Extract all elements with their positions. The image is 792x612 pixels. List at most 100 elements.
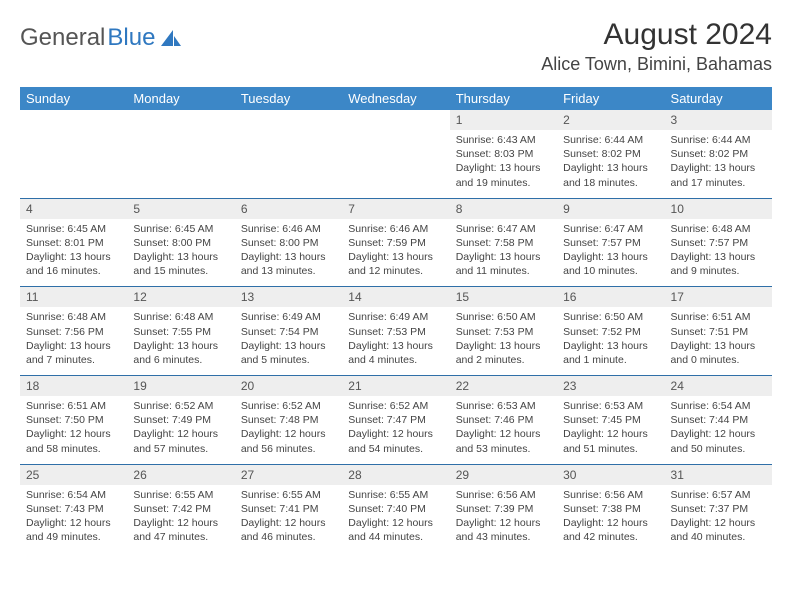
sunset-line: Sunset: 8:03 PM [456, 147, 551, 161]
day-number: 22 [450, 375, 557, 396]
sunset-line: Sunset: 7:41 PM [241, 502, 336, 516]
sunrise-line: Sunrise: 6:44 AM [563, 133, 658, 147]
calendar-cell: 20Sunrise: 6:52 AMSunset: 7:48 PMDayligh… [235, 375, 342, 464]
day-number: 3 [665, 110, 772, 130]
sunrise-line: Sunrise: 6:55 AM [241, 488, 336, 502]
location-subtitle: Alice Town, Bimini, Bahamas [541, 54, 772, 75]
sunset-line: Sunset: 7:39 PM [456, 502, 551, 516]
day-details: Sunrise: 6:48 AMSunset: 7:55 PMDaylight:… [127, 307, 234, 375]
calendar-cell: 27Sunrise: 6:55 AMSunset: 7:41 PMDayligh… [235, 464, 342, 553]
day-number: 20 [235, 375, 342, 396]
daylight-line: Daylight: 12 hours and 46 minutes. [241, 516, 336, 544]
day-details: Sunrise: 6:48 AMSunset: 7:56 PMDaylight:… [20, 307, 127, 375]
day-number: 1 [450, 110, 557, 130]
day-number: 11 [20, 286, 127, 307]
sunrise-line: Sunrise: 6:43 AM [456, 133, 551, 147]
daylight-line: Daylight: 13 hours and 7 minutes. [26, 339, 121, 367]
sunrise-line: Sunrise: 6:52 AM [241, 399, 336, 413]
calendar-cell: 12Sunrise: 6:48 AMSunset: 7:55 PMDayligh… [127, 286, 234, 375]
sunrise-line: Sunrise: 6:48 AM [26, 310, 121, 324]
day-number: 19 [127, 375, 234, 396]
title-block: August 2024 Alice Town, Bimini, Bahamas [541, 18, 772, 75]
sunrise-line: Sunrise: 6:47 AM [563, 222, 658, 236]
day-details: Sunrise: 6:55 AMSunset: 7:41 PMDaylight:… [235, 485, 342, 553]
day-header-row: Sunday Monday Tuesday Wednesday Thursday… [20, 87, 772, 110]
calendar-cell: 6Sunrise: 6:46 AMSunset: 8:00 PMDaylight… [235, 198, 342, 287]
col-sunday: Sunday [20, 87, 127, 110]
daylight-line: Daylight: 13 hours and 17 minutes. [671, 161, 766, 189]
sunrise-line: Sunrise: 6:49 AM [241, 310, 336, 324]
col-tuesday: Tuesday [235, 87, 342, 110]
sunset-line: Sunset: 7:50 PM [26, 413, 121, 427]
sunset-line: Sunset: 7:51 PM [671, 325, 766, 339]
calendar-cell: 7Sunrise: 6:46 AMSunset: 7:59 PMDaylight… [342, 198, 449, 287]
page-header: GeneralBlue August 2024 Alice Town, Bimi… [20, 18, 772, 75]
daylight-line: Daylight: 12 hours and 49 minutes. [26, 516, 121, 544]
sunset-line: Sunset: 7:42 PM [133, 502, 228, 516]
sunset-line: Sunset: 7:44 PM [671, 413, 766, 427]
calendar-cell: 3Sunrise: 6:44 AMSunset: 8:02 PMDaylight… [665, 110, 772, 198]
daylight-line: Daylight: 12 hours and 47 minutes. [133, 516, 228, 544]
daylight-line: Daylight: 12 hours and 40 minutes. [671, 516, 766, 544]
calendar-cell: 17Sunrise: 6:51 AMSunset: 7:51 PMDayligh… [665, 286, 772, 375]
daylight-line: Daylight: 13 hours and 9 minutes. [671, 250, 766, 278]
daylight-line: Daylight: 12 hours and 43 minutes. [456, 516, 551, 544]
col-wednesday: Wednesday [342, 87, 449, 110]
daylight-line: Daylight: 13 hours and 15 minutes. [133, 250, 228, 278]
sunrise-line: Sunrise: 6:51 AM [671, 310, 766, 324]
sunrise-line: Sunrise: 6:55 AM [133, 488, 228, 502]
calendar-row: 1Sunrise: 6:43 AMSunset: 8:03 PMDaylight… [20, 110, 772, 198]
sunset-line: Sunset: 7:45 PM [563, 413, 658, 427]
sunset-line: Sunset: 7:47 PM [348, 413, 443, 427]
day-number: 25 [20, 464, 127, 485]
sunrise-line: Sunrise: 6:47 AM [456, 222, 551, 236]
day-number: 7 [342, 198, 449, 219]
day-details: Sunrise: 6:47 AMSunset: 7:57 PMDaylight:… [557, 219, 664, 287]
day-number: 14 [342, 286, 449, 307]
sunset-line: Sunset: 8:01 PM [26, 236, 121, 250]
sunset-line: Sunset: 7:38 PM [563, 502, 658, 516]
day-details: Sunrise: 6:49 AMSunset: 7:53 PMDaylight:… [342, 307, 449, 375]
sunset-line: Sunset: 7:53 PM [348, 325, 443, 339]
day-number: 5 [127, 198, 234, 219]
day-details: Sunrise: 6:53 AMSunset: 7:46 PMDaylight:… [450, 396, 557, 464]
sunrise-line: Sunrise: 6:51 AM [26, 399, 121, 413]
sunrise-line: Sunrise: 6:56 AM [456, 488, 551, 502]
sunrise-line: Sunrise: 6:50 AM [456, 310, 551, 324]
day-details: Sunrise: 6:43 AMSunset: 8:03 PMDaylight:… [450, 130, 557, 198]
sunset-line: Sunset: 7:48 PM [241, 413, 336, 427]
day-details: Sunrise: 6:45 AMSunset: 8:01 PMDaylight:… [20, 219, 127, 287]
day-number: 23 [557, 375, 664, 396]
day-details: Sunrise: 6:45 AMSunset: 8:00 PMDaylight:… [127, 219, 234, 287]
daylight-line: Daylight: 13 hours and 2 minutes. [456, 339, 551, 367]
month-title: August 2024 [541, 18, 772, 52]
calendar-cell: 23Sunrise: 6:53 AMSunset: 7:45 PMDayligh… [557, 375, 664, 464]
col-saturday: Saturday [665, 87, 772, 110]
daylight-line: Daylight: 13 hours and 6 minutes. [133, 339, 228, 367]
day-details: Sunrise: 6:49 AMSunset: 7:54 PMDaylight:… [235, 307, 342, 375]
day-details: Sunrise: 6:56 AMSunset: 7:39 PMDaylight:… [450, 485, 557, 553]
calendar-row: 18Sunrise: 6:51 AMSunset: 7:50 PMDayligh… [20, 375, 772, 464]
calendar-cell: 5Sunrise: 6:45 AMSunset: 8:00 PMDaylight… [127, 198, 234, 287]
sunset-line: Sunset: 7:56 PM [26, 325, 121, 339]
day-number: 29 [450, 464, 557, 485]
sunset-line: Sunset: 7:40 PM [348, 502, 443, 516]
daylight-line: Daylight: 12 hours and 53 minutes. [456, 427, 551, 455]
day-number: 13 [235, 286, 342, 307]
sunset-line: Sunset: 8:00 PM [133, 236, 228, 250]
sunrise-line: Sunrise: 6:48 AM [133, 310, 228, 324]
day-number: 21 [342, 375, 449, 396]
calendar-cell: 24Sunrise: 6:54 AMSunset: 7:44 PMDayligh… [665, 375, 772, 464]
calendar-row: 25Sunrise: 6:54 AMSunset: 7:43 PMDayligh… [20, 464, 772, 553]
calendar-cell: 31Sunrise: 6:57 AMSunset: 7:37 PMDayligh… [665, 464, 772, 553]
day-details: Sunrise: 6:54 AMSunset: 7:43 PMDaylight:… [20, 485, 127, 553]
sunrise-line: Sunrise: 6:55 AM [348, 488, 443, 502]
day-details: Sunrise: 6:51 AMSunset: 7:50 PMDaylight:… [20, 396, 127, 464]
calendar-cell: 11Sunrise: 6:48 AMSunset: 7:56 PMDayligh… [20, 286, 127, 375]
sunrise-line: Sunrise: 6:49 AM [348, 310, 443, 324]
day-number: 4 [20, 198, 127, 219]
calendar-cell: 9Sunrise: 6:47 AMSunset: 7:57 PMDaylight… [557, 198, 664, 287]
day-number: 28 [342, 464, 449, 485]
sunset-line: Sunset: 7:59 PM [348, 236, 443, 250]
daylight-line: Daylight: 12 hours and 44 minutes. [348, 516, 443, 544]
